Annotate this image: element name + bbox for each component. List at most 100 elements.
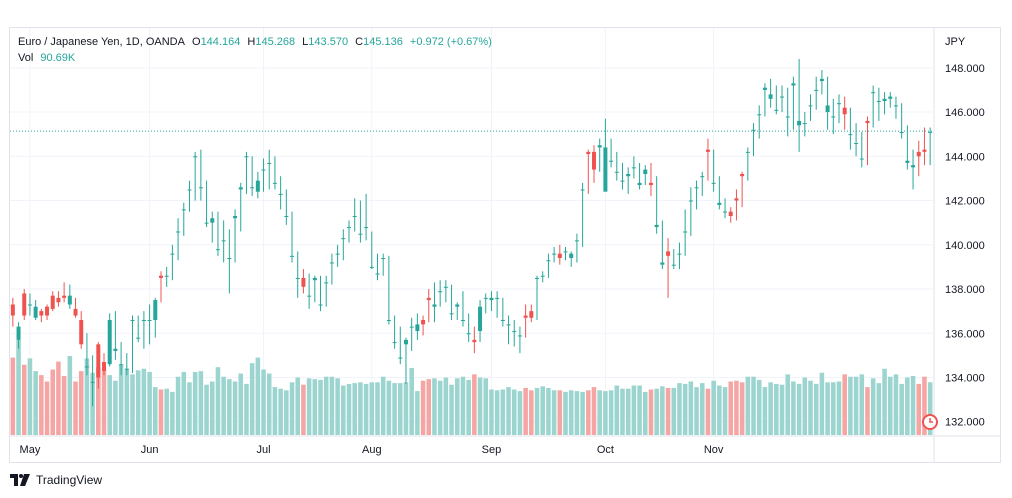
candle-body xyxy=(825,105,830,113)
candle-body xyxy=(512,331,517,333)
candle-body xyxy=(905,160,910,163)
volume-bar xyxy=(135,370,141,435)
volume-bar xyxy=(21,364,27,435)
x-tick-label: May xyxy=(20,444,41,456)
candle-body xyxy=(614,171,619,173)
candle-body xyxy=(654,224,659,228)
candle-body xyxy=(398,357,403,359)
candle-body xyxy=(483,297,488,299)
candle-body xyxy=(210,218,215,223)
volume-bar xyxy=(648,389,654,435)
volume-bar xyxy=(249,363,255,435)
candle-body xyxy=(403,339,408,345)
alert-clock-hand-icon xyxy=(929,418,933,423)
candle-body xyxy=(392,342,397,344)
candle-body xyxy=(415,324,420,332)
volume-bar xyxy=(380,376,386,435)
volume-bar xyxy=(511,389,517,435)
volume-legend: Vol 90.69K xyxy=(18,52,79,64)
volume-bar xyxy=(107,375,112,435)
volume-bar xyxy=(870,378,876,435)
candle-body xyxy=(45,306,50,316)
volume-bar xyxy=(597,390,602,435)
volume-bar xyxy=(887,376,893,435)
candle-body xyxy=(791,83,796,86)
candle-body xyxy=(352,216,357,218)
volume-bar xyxy=(831,382,836,435)
volume-bar xyxy=(922,376,927,435)
candle-body xyxy=(876,100,881,102)
candle-body xyxy=(221,240,226,242)
x-tick-label: Jul xyxy=(257,444,271,456)
candle-body xyxy=(187,189,192,191)
ohlc-legend: Euro / Japanese Yen, 1D, OANDA O144.164 … xyxy=(18,36,496,48)
candle-body xyxy=(460,319,465,321)
volume-bar xyxy=(272,387,278,435)
volume-bar xyxy=(460,376,466,435)
volume-bar xyxy=(386,380,392,435)
volume-bar xyxy=(449,384,454,435)
candle-body xyxy=(466,333,471,335)
candle-body xyxy=(546,260,551,262)
candle-body xyxy=(643,169,648,174)
candle-body xyxy=(158,275,163,278)
symbol-title[interactable]: Euro / Japanese Yen, 1D, OANDA xyxy=(18,36,185,48)
candle-body xyxy=(443,286,448,288)
volume-bar xyxy=(420,380,426,435)
candle-body xyxy=(717,202,722,205)
volume-bar xyxy=(432,378,437,435)
candle-body xyxy=(33,306,38,318)
candle-body xyxy=(238,187,243,190)
candle-body xyxy=(56,297,61,303)
candle-body xyxy=(768,94,773,99)
candle-body xyxy=(694,187,699,189)
y-tick-label: 132.000 xyxy=(945,417,985,429)
volume-bar xyxy=(170,391,175,435)
volume-bar xyxy=(101,369,107,435)
x-tick-label: Oct xyxy=(597,444,614,456)
volume-bar xyxy=(580,391,585,435)
candle-body xyxy=(631,167,636,169)
brand-name: TradingView xyxy=(36,473,103,487)
volume-bar xyxy=(67,355,73,435)
brand-footer[interactable]: TradingView xyxy=(10,473,102,487)
volume-bar xyxy=(699,383,705,435)
candle-body xyxy=(745,151,750,153)
candle-body xyxy=(278,193,283,195)
x-tick-label: Jun xyxy=(141,444,159,456)
candle-body xyxy=(204,222,209,224)
candle-body xyxy=(620,180,625,182)
candle-body xyxy=(267,162,272,164)
candle-body xyxy=(409,326,414,328)
close-value: C145.136 xyxy=(355,36,403,48)
volume-bar xyxy=(796,383,802,435)
change-value: +0.972 (+0.67%) xyxy=(409,36,492,48)
candle-body xyxy=(233,216,238,219)
volume-bar xyxy=(734,380,739,435)
volume-bar xyxy=(255,357,261,435)
volume-bar xyxy=(756,379,762,435)
volume-bar xyxy=(158,389,164,435)
candle-body xyxy=(153,300,158,320)
volume-bar xyxy=(739,382,745,435)
candle-body xyxy=(859,158,864,160)
candle-body xyxy=(107,319,112,365)
candle-body xyxy=(666,251,671,256)
candle-body xyxy=(67,295,72,305)
candle-body xyxy=(688,200,693,202)
volume-bar xyxy=(774,383,779,435)
volume-bar xyxy=(916,383,922,435)
volume-bar xyxy=(472,374,477,435)
chart-frame xyxy=(9,27,1001,463)
candle-body xyxy=(711,182,716,184)
candle-body xyxy=(193,156,198,158)
volume-bar xyxy=(181,371,187,435)
volume-bar xyxy=(671,387,677,435)
candle-body xyxy=(774,109,779,111)
candle-body xyxy=(301,277,306,287)
candle-body xyxy=(535,277,540,279)
volume-bar xyxy=(204,384,209,435)
volume-bar xyxy=(61,375,67,435)
volume-bar xyxy=(153,387,158,435)
